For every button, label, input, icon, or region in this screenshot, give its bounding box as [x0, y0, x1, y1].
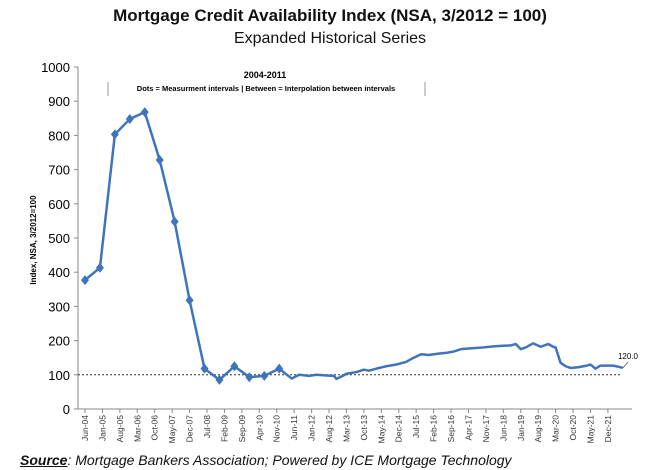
x-tick-label: Feb-09: [219, 415, 229, 442]
y-tick-label: 800: [48, 128, 70, 143]
data-point-marker: [170, 216, 179, 227]
data-point-marker: [140, 107, 149, 118]
y-tick-label: 1000: [41, 60, 70, 75]
chart-subtitle: Expanded Historical Series: [233, 30, 427, 47]
annotation-text: Dots = Measurment intervals | Between = …: [137, 84, 395, 93]
data-point-marker: [260, 370, 269, 381]
data-point-marker: [155, 155, 164, 166]
y-tick-label: 300: [48, 299, 70, 314]
x-tick-label: Nov-10: [272, 415, 282, 443]
data-point-marker: [230, 361, 239, 372]
x-tick-label: Aug-19: [533, 415, 543, 443]
x-tick-label: Nov-17: [481, 415, 491, 443]
y-tick-label: 700: [48, 163, 70, 178]
x-tick-label: Dec-21: [603, 415, 613, 443]
y-tick-label: 600: [48, 197, 70, 212]
x-tick-label: Dec-07: [185, 415, 195, 443]
y-tick-label: 900: [48, 94, 70, 109]
data-point-marker: [185, 295, 194, 306]
x-tick-label: Jan-12: [307, 415, 317, 441]
x-tick-label: Sep-09: [237, 415, 247, 443]
source-label: Source: [20, 452, 68, 468]
data-point-marker: [81, 275, 89, 286]
x-tick-label: Mar-13: [341, 415, 351, 442]
x-tick-label: Mar-06: [132, 415, 142, 442]
x-tick-label: Oct-20: [568, 415, 578, 441]
data-point-marker: [110, 129, 119, 140]
x-tick-label: May-14: [376, 415, 386, 444]
x-tick-label: Jun-11: [289, 415, 299, 441]
end-value-label: 120.0: [618, 352, 639, 361]
x-tick-label: Feb-16: [429, 415, 439, 442]
x-tick-label: Oct-06: [150, 415, 160, 441]
y-tick-label: 200: [48, 334, 70, 349]
x-tick-label: Jun-04: [80, 415, 90, 441]
x-tick-label: Apr-10: [254, 415, 264, 441]
data-point-marker: [200, 363, 209, 374]
x-tick-label: Sep-16: [446, 415, 456, 443]
chart-title: Mortgage Credit Availability Index (NSA,…: [113, 6, 547, 25]
x-tick-label: Aug-12: [324, 415, 334, 443]
data-point-marker: [95, 262, 104, 273]
source-note: Source: Mortgage Bankers Association; Po…: [20, 452, 512, 468]
x-tick-label: Oct-13: [359, 415, 369, 441]
x-tick-label: Aug-05: [115, 415, 125, 443]
x-tick-label: Mar-20: [551, 415, 561, 442]
x-tick-label: May-07: [167, 415, 177, 444]
x-tick-label: Jan-05: [97, 415, 107, 441]
source-text: : Mortgage Bankers Association; Powered …: [67, 452, 512, 468]
x-tick-label: Apr-17: [463, 415, 473, 441]
data-point-marker: [215, 374, 224, 385]
x-tick-label: Dec-14: [394, 415, 404, 443]
data-point-marker: [125, 113, 134, 124]
data-point-marker: [245, 372, 254, 383]
x-tick-label: Jul-15: [411, 415, 421, 438]
y-tick-label: 100: [48, 368, 70, 383]
annotation-title: 2004-2011: [244, 70, 287, 80]
series-line: [84, 110, 624, 382]
x-tick-label: Jan-19: [516, 415, 526, 441]
y-tick-label: 500: [48, 231, 70, 246]
end-label-leader: [622, 361, 629, 369]
data-point-marker: [275, 363, 284, 374]
x-tick-label: Jun-18: [498, 415, 508, 441]
y-axis-label: Index, NSA, 3/2012=100: [29, 195, 38, 285]
x-tick-label: Jul-08: [202, 415, 212, 438]
y-tick-label: 400: [48, 265, 70, 280]
x-tick-label: May-21: [585, 415, 595, 444]
y-tick-label: 0: [63, 402, 70, 417]
